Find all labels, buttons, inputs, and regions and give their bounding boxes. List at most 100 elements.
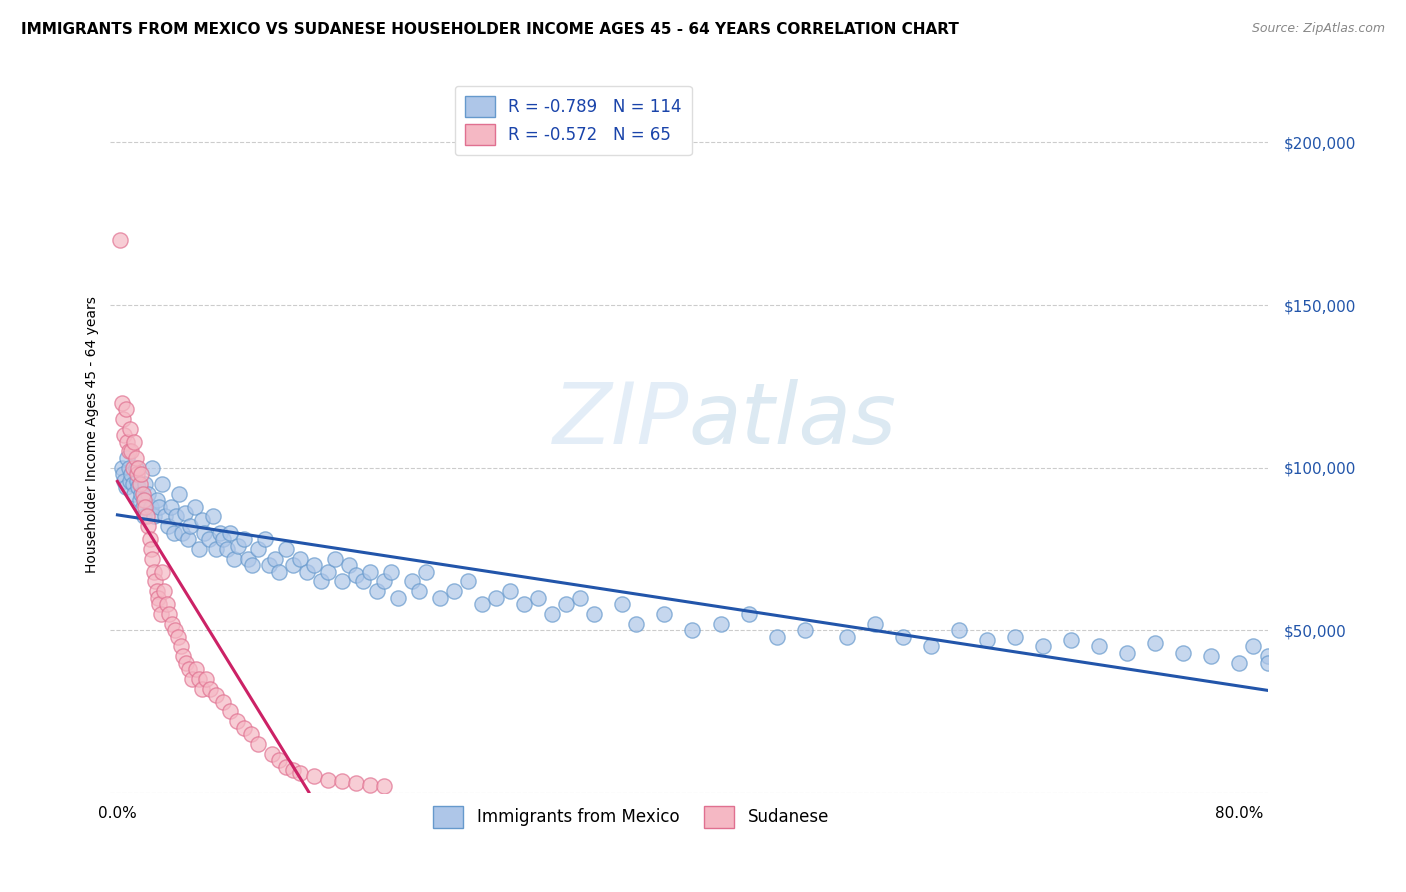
Point bbox=[1173, 646, 1195, 660]
Point bbox=[267, 565, 290, 579]
Point bbox=[155, 597, 177, 611]
Point bbox=[263, 551, 285, 566]
Point bbox=[344, 776, 367, 790]
Point bbox=[835, 630, 858, 644]
Point bbox=[330, 774, 353, 789]
Point bbox=[170, 525, 193, 540]
Point bbox=[1256, 656, 1278, 670]
Point bbox=[485, 591, 508, 605]
Point bbox=[190, 512, 212, 526]
Point bbox=[142, 509, 165, 524]
Point bbox=[139, 500, 162, 514]
Point bbox=[127, 460, 149, 475]
Point bbox=[127, 480, 149, 494]
Point bbox=[148, 500, 170, 514]
Point bbox=[1144, 636, 1167, 650]
Point bbox=[169, 640, 191, 654]
Point bbox=[288, 766, 311, 780]
Point bbox=[373, 779, 395, 793]
Point bbox=[330, 574, 353, 589]
Point bbox=[129, 486, 152, 500]
Point bbox=[344, 567, 367, 582]
Point bbox=[302, 558, 325, 573]
Point bbox=[352, 574, 374, 589]
Point bbox=[201, 509, 224, 524]
Point bbox=[737, 607, 759, 621]
Point bbox=[136, 486, 159, 500]
Point bbox=[174, 656, 197, 670]
Point bbox=[246, 737, 269, 751]
Point bbox=[267, 753, 290, 767]
Point bbox=[111, 460, 134, 475]
Point bbox=[948, 623, 970, 637]
Point bbox=[193, 525, 215, 540]
Point bbox=[408, 584, 430, 599]
Point bbox=[380, 565, 402, 579]
Point bbox=[114, 428, 136, 442]
Point bbox=[187, 541, 209, 556]
Point bbox=[226, 539, 249, 553]
Point bbox=[555, 597, 578, 611]
Point bbox=[240, 558, 263, 573]
Point bbox=[366, 584, 388, 599]
Point bbox=[337, 558, 360, 573]
Point bbox=[142, 565, 165, 579]
Point bbox=[239, 727, 262, 741]
Point bbox=[132, 509, 155, 524]
Y-axis label: Householder Income Ages 45 - 64 years: Householder Income Ages 45 - 64 years bbox=[86, 297, 100, 574]
Point bbox=[218, 525, 240, 540]
Point bbox=[132, 493, 155, 508]
Point bbox=[163, 623, 186, 637]
Point bbox=[359, 565, 381, 579]
Point bbox=[135, 509, 157, 524]
Point bbox=[583, 607, 606, 621]
Point bbox=[184, 662, 207, 676]
Point bbox=[122, 434, 145, 449]
Point bbox=[654, 607, 676, 621]
Point bbox=[527, 591, 550, 605]
Point bbox=[124, 460, 146, 475]
Point bbox=[145, 584, 167, 599]
Point bbox=[198, 681, 221, 696]
Point bbox=[121, 460, 143, 475]
Point bbox=[1004, 630, 1026, 644]
Point bbox=[165, 509, 187, 524]
Point bbox=[187, 672, 209, 686]
Point bbox=[288, 551, 311, 566]
Point bbox=[281, 558, 304, 573]
Point bbox=[429, 591, 451, 605]
Point bbox=[110, 233, 132, 247]
Point bbox=[401, 574, 423, 589]
Point bbox=[172, 649, 194, 664]
Point bbox=[274, 759, 297, 773]
Point bbox=[160, 616, 183, 631]
Point bbox=[891, 630, 914, 644]
Point bbox=[387, 591, 409, 605]
Point bbox=[134, 476, 156, 491]
Point bbox=[118, 421, 141, 435]
Point bbox=[179, 519, 201, 533]
Point bbox=[125, 474, 148, 488]
Point bbox=[257, 558, 280, 573]
Point bbox=[499, 584, 522, 599]
Point bbox=[162, 525, 184, 540]
Point bbox=[150, 476, 173, 491]
Point bbox=[183, 500, 205, 514]
Point bbox=[134, 500, 156, 514]
Point bbox=[709, 616, 731, 631]
Point bbox=[114, 474, 136, 488]
Point bbox=[204, 541, 226, 556]
Point bbox=[173, 506, 195, 520]
Point bbox=[141, 551, 163, 566]
Point bbox=[215, 541, 238, 556]
Point bbox=[150, 565, 173, 579]
Point bbox=[157, 607, 180, 621]
Point bbox=[118, 474, 141, 488]
Point bbox=[281, 763, 304, 777]
Point bbox=[138, 532, 160, 546]
Point bbox=[274, 541, 297, 556]
Point bbox=[309, 574, 332, 589]
Point bbox=[159, 500, 181, 514]
Point bbox=[156, 519, 179, 533]
Point bbox=[541, 607, 564, 621]
